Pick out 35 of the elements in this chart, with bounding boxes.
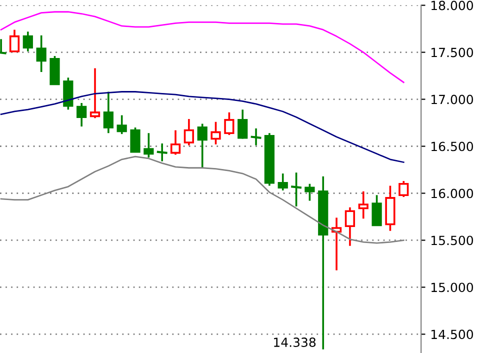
candlestick (278, 172, 288, 192)
candlestick (103, 90, 114, 134)
candlestick (76, 102, 87, 128)
candlestick (9, 28, 20, 52)
y-tick-label: 18.000 (431, 0, 474, 10)
candlestick (291, 172, 302, 208)
candlestick (22, 30, 33, 52)
candlestick (130, 126, 140, 153)
candlestick (184, 118, 194, 146)
candlestick (144, 132, 154, 158)
annotation: 14.338 (274, 338, 316, 348)
y-tick-label: 15.000 (431, 282, 474, 292)
y-tick-label: 16.000 (431, 188, 474, 198)
candlestick (398, 180, 409, 198)
y-tick-label: 17.500 (431, 48, 474, 58)
line-series (0, 91, 404, 163)
candlestick (170, 129, 181, 156)
candlestick (36, 34, 46, 73)
y-tick-label: 15.500 (431, 236, 474, 246)
candlestick (224, 112, 234, 136)
candlestick (250, 127, 262, 146)
candlestick (90, 67, 100, 119)
y-tick-label: 17.000 (431, 94, 474, 104)
candlestick (344, 206, 356, 247)
candlestick (210, 120, 221, 146)
y-tick-label: 16.500 (431, 142, 474, 152)
line-series (0, 11, 404, 84)
y-tick-label: 14.500 (431, 330, 474, 340)
candlestick (156, 142, 168, 162)
candlestick (238, 108, 248, 140)
candlestick (358, 190, 368, 220)
candlestick (116, 114, 127, 135)
candlestick (304, 182, 315, 202)
candlestick (197, 122, 208, 169)
candlestick (372, 194, 382, 226)
